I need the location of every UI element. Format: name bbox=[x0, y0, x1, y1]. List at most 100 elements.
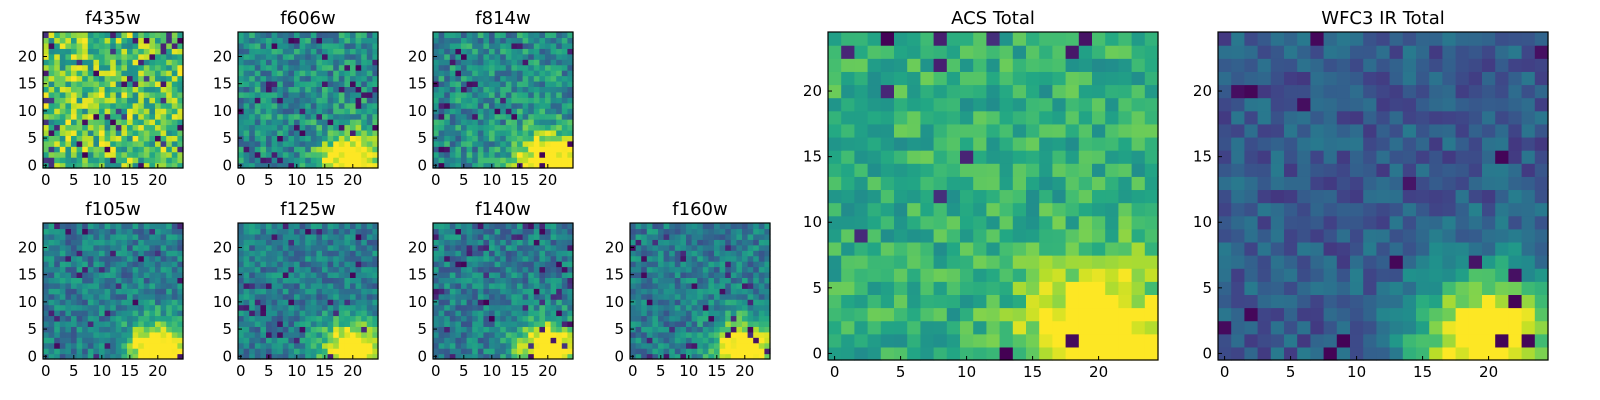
heatmap-cell bbox=[708, 353, 715, 360]
heatmap-cell bbox=[539, 157, 546, 164]
heatmap-cell bbox=[288, 277, 295, 284]
heatmap-cell bbox=[1078, 123, 1093, 138]
heatmap-cells bbox=[238, 32, 379, 169]
heatmap-cell bbox=[708, 304, 715, 311]
heatmap-cell bbox=[444, 293, 451, 300]
heatmap-cell bbox=[327, 108, 334, 115]
heatmap-cell bbox=[59, 337, 66, 344]
heatmap-cell bbox=[104, 223, 111, 230]
heatmap-cell bbox=[880, 123, 895, 138]
heatmap-cell bbox=[545, 97, 552, 104]
heatmap-cell bbox=[517, 48, 524, 55]
heatmap-cell bbox=[736, 315, 743, 322]
heatmap-cell bbox=[714, 337, 721, 344]
heatmap-cell bbox=[522, 304, 529, 311]
heatmap-cell bbox=[361, 129, 368, 136]
heatmap-cell bbox=[316, 293, 323, 300]
heatmap-cell bbox=[316, 250, 323, 257]
heatmap-cell bbox=[477, 250, 484, 257]
heatmap-cell bbox=[714, 282, 721, 289]
heatmap-cell bbox=[288, 282, 295, 289]
heatmap-cell bbox=[143, 348, 150, 355]
heatmap-cell bbox=[652, 277, 659, 284]
heatmap-cell bbox=[880, 333, 895, 348]
heatmap-cell bbox=[327, 228, 334, 235]
heatmap-cell bbox=[466, 266, 473, 273]
heatmap-cell bbox=[333, 162, 340, 169]
heatmap-cell bbox=[366, 97, 373, 104]
heatmap-cell bbox=[438, 48, 445, 55]
heatmap-cell bbox=[254, 266, 261, 273]
heatmap-cell bbox=[946, 189, 961, 204]
heatmap-cell bbox=[635, 239, 642, 246]
heatmap-cell bbox=[115, 91, 122, 98]
heatmap-cell bbox=[517, 140, 524, 147]
heatmap-cell bbox=[494, 113, 501, 120]
heatmap-cell bbox=[238, 37, 245, 44]
panel-title: f606w bbox=[280, 8, 335, 29]
heatmap-cell bbox=[99, 129, 106, 136]
heatmap-cell bbox=[138, 310, 145, 317]
heatmap-cell bbox=[54, 239, 61, 246]
heatmap-cell bbox=[686, 266, 693, 273]
heatmap-cell bbox=[155, 299, 162, 306]
heatmap-cell bbox=[455, 353, 462, 360]
heatmap-cell bbox=[550, 250, 557, 257]
heatmap-cell bbox=[472, 304, 479, 311]
heatmap-cell bbox=[494, 70, 501, 77]
heatmap-cell bbox=[143, 108, 150, 115]
heatmap-cell bbox=[686, 293, 693, 300]
heatmap-cell bbox=[522, 135, 529, 142]
heatmap-cell bbox=[511, 124, 518, 131]
heatmap-cell bbox=[132, 353, 139, 360]
heatmap-cell bbox=[99, 255, 106, 262]
heatmap-cell bbox=[76, 53, 83, 60]
heatmap-cell bbox=[646, 250, 653, 257]
heatmap-cell bbox=[87, 102, 94, 109]
heatmap-cell bbox=[138, 97, 145, 104]
heatmap-cell bbox=[243, 97, 250, 104]
heatmap-cell bbox=[494, 86, 501, 93]
heatmap-cell bbox=[691, 255, 698, 262]
heatmap-cell bbox=[561, 282, 568, 289]
panel-title: f814w bbox=[475, 8, 530, 29]
heatmap-cell bbox=[310, 102, 317, 109]
heatmap-cell bbox=[82, 261, 89, 268]
heatmap-cell bbox=[160, 261, 167, 268]
heatmap-cell bbox=[489, 80, 496, 87]
heatmap-cell bbox=[533, 102, 540, 109]
heatmap-cell bbox=[288, 48, 295, 55]
heatmap-cell bbox=[764, 342, 771, 349]
heatmap-cell bbox=[155, 250, 162, 257]
heatmap-cell bbox=[115, 157, 122, 164]
heatmap-cell bbox=[539, 223, 546, 230]
heatmap-cell bbox=[299, 108, 306, 115]
heatmap-cell bbox=[455, 348, 462, 355]
heatmap-cell bbox=[294, 250, 301, 257]
heatmap-cell bbox=[477, 310, 484, 317]
heatmap-cell bbox=[500, 86, 507, 93]
heatmap-cell bbox=[288, 223, 295, 230]
heatmap-cell bbox=[372, 266, 379, 273]
x-tick-label: 15 bbox=[120, 362, 139, 380]
heatmap-cell bbox=[149, 113, 156, 120]
heatmap-cell bbox=[641, 228, 648, 235]
heatmap-cell bbox=[333, 70, 340, 77]
heatmap-cell bbox=[372, 244, 379, 251]
heatmap-cell bbox=[65, 293, 72, 300]
heatmap-cell bbox=[449, 293, 456, 300]
heatmap-cell bbox=[76, 42, 83, 49]
heatmap-cell bbox=[658, 250, 665, 257]
heatmap-cell bbox=[999, 241, 1014, 256]
heatmap-cell bbox=[127, 146, 134, 153]
heatmap-cell bbox=[99, 59, 106, 66]
heatmap-cell bbox=[545, 320, 552, 327]
heatmap-cell bbox=[764, 288, 771, 295]
axes-frame bbox=[237, 31, 379, 169]
heatmap-cell bbox=[556, 233, 563, 240]
heatmap-cell bbox=[310, 32, 317, 39]
heatmap-cell bbox=[444, 37, 451, 44]
heatmap-cell bbox=[880, 163, 895, 177]
heatmap-cell bbox=[444, 129, 451, 136]
